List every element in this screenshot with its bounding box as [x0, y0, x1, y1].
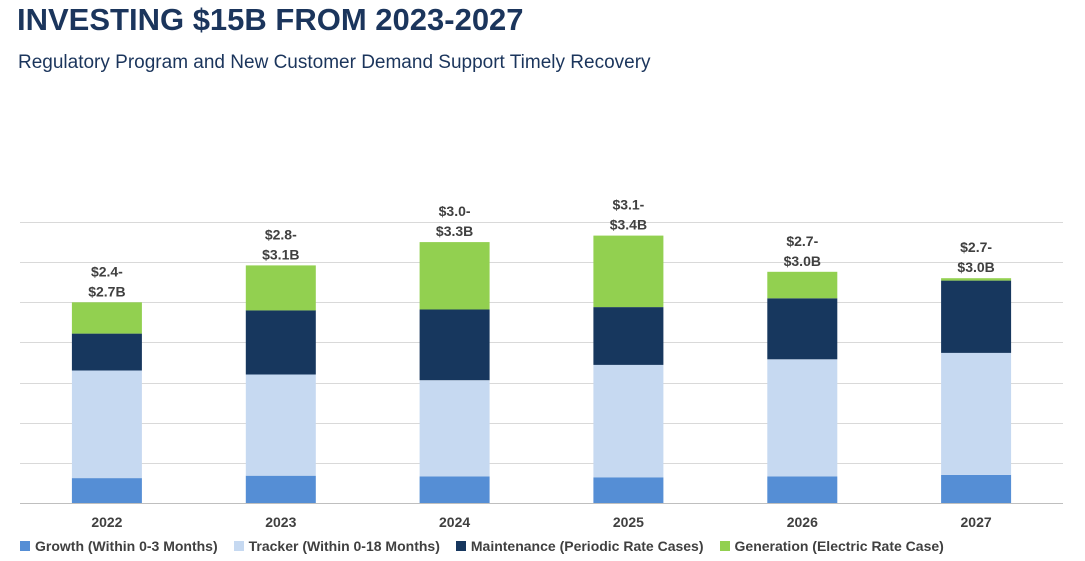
bar-segment-2023-1: [245, 475, 316, 503]
x-tick-label-2022: 2022: [91, 514, 122, 530]
bar-segment-2027-4: [941, 278, 1012, 281]
data-label-2027: $2.7-$3.0B: [957, 239, 994, 275]
grid-layer: [20, 222, 1063, 504]
bar-segment-2025-1: [593, 477, 664, 503]
bar-segment-2022-4: [71, 302, 142, 334]
x-tick-label-2024: 2024: [439, 514, 470, 530]
legend-label: Generation (Electric Rate Case): [734, 538, 944, 554]
chart-legend: Growth (Within 0-3 Months) Tracker (Withi…: [20, 538, 960, 554]
legend-item-3: Maintenance (Periodic Rate Cases): [455, 538, 704, 554]
bar-segment-2023-4: [245, 265, 316, 311]
data-label-2024: $3.0-$3.3B: [436, 203, 473, 239]
bar-segment-2024-2: [419, 380, 490, 477]
data-label-2025: $3.1-$3.4B: [610, 197, 647, 233]
ticks-layer: 2022 2023 2024 2025 2026 2027: [91, 514, 992, 530]
bar-segment-2022-3: [71, 333, 142, 371]
bar-segment-2022-2: [71, 370, 142, 479]
legend-swatch: [719, 541, 730, 551]
data-label-2022: $2.4-$2.7B: [88, 263, 125, 299]
bar-segment-2022-1: [71, 478, 142, 503]
bar-segment-2027-1: [941, 474, 1012, 503]
bar-segment-2026-2: [767, 359, 838, 477]
legend-item-2: Tracker (Within 0-18 Months): [233, 538, 440, 554]
legend-swatch: [233, 541, 244, 551]
legend-label: Growth (Within 0-3 Months): [35, 538, 218, 554]
bar-segment-2024-3: [419, 309, 490, 381]
labels-layer: $2.4-$2.7B $2.8-$3.1B $3.0-$3.3B $3.1-$3.4B…: [88, 197, 995, 300]
legend-item-4: Generation (Electric Rate Case): [719, 538, 944, 554]
page-subtitle: Regulatory Program and New Customer Dema…: [18, 52, 651, 73]
bar-segment-2023-3: [245, 310, 316, 375]
x-tick-label-2026: 2026: [787, 514, 818, 530]
bars-layer: [71, 235, 1012, 503]
data-label-2026: $2.7-$3.0B: [784, 233, 821, 269]
bar-segment-2025-4: [593, 235, 664, 308]
bar-segment-2024-4: [419, 242, 490, 310]
bar-segment-2026-4: [767, 271, 838, 299]
bar-segment-2023-2: [245, 374, 316, 476]
bar-segment-2024-1: [419, 476, 490, 503]
legend-label: Tracker (Within 0-18 Months): [248, 538, 440, 554]
bar-segment-2027-3: [941, 280, 1012, 353]
legend-swatch: [455, 541, 466, 551]
bar-segment-2025-3: [593, 307, 664, 365]
x-tick-label-2023: 2023: [265, 514, 296, 530]
bar-segment-2027-2: [941, 352, 1012, 475]
bar-segment-2026-1: [767, 476, 838, 503]
x-tick-label-2025: 2025: [613, 514, 644, 530]
page-title: INVESTING $15B FROM 2023-2027: [17, 2, 524, 37]
legend-swatch: [20, 541, 30, 551]
data-label-2023: $2.8-$3.1B: [262, 226, 299, 262]
legend-label: Maintenance (Periodic Rate Cases): [470, 538, 704, 554]
bar-segment-2025-2: [593, 364, 664, 478]
legend-item-1: Growth (Within 0-3 Months): [20, 538, 218, 554]
x-tick-label-2027: 2027: [961, 514, 992, 530]
bar-segment-2026-3: [767, 298, 838, 360]
